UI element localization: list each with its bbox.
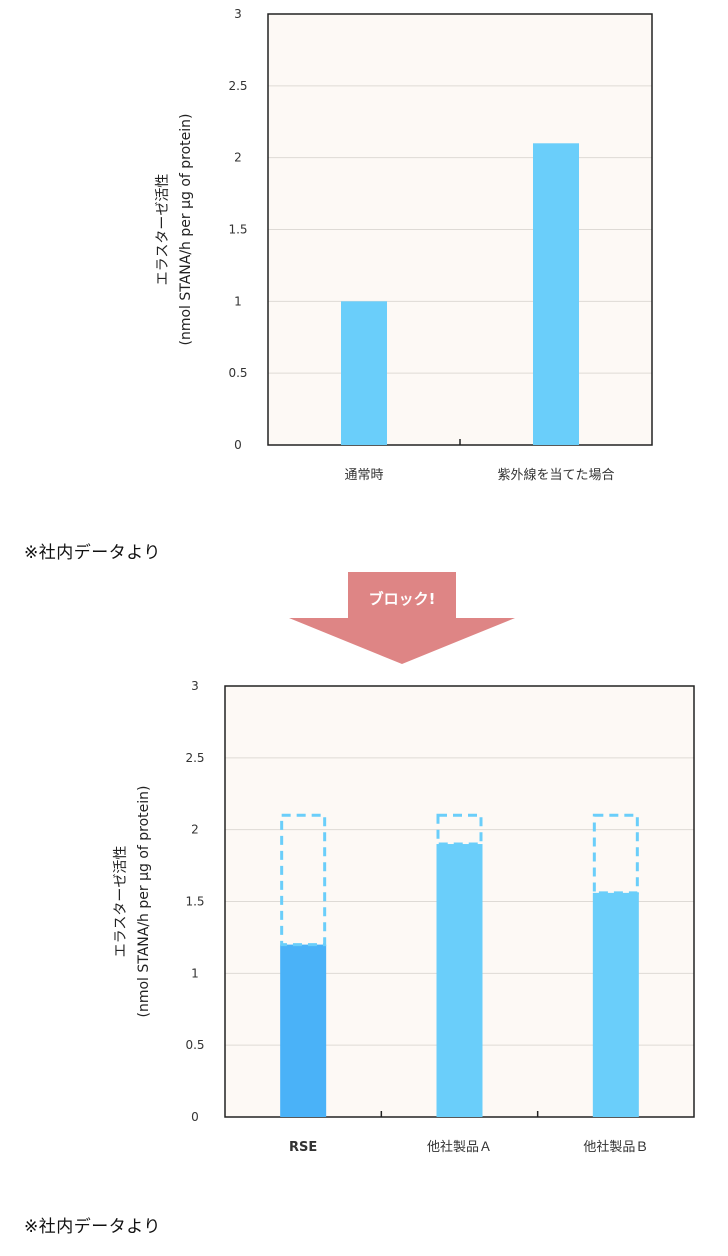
y-axis-label: エラスターゼ活性 (113, 846, 129, 958)
reference-outline (436, 813, 483, 846)
y-tick-label: 1.5 (185, 895, 204, 909)
y-tick-label: 2.5 (228, 79, 247, 93)
x-category-label: RSE (289, 1140, 317, 1155)
y-tick-label: 3 (191, 679, 199, 693)
reference-outline (280, 813, 327, 947)
chart-elastase-uv: 0 0.5 1 1.5 2 2.5 3 通常時 紫外線を当てた場合 エラスターゼ活性 (nmol S… (155, 7, 653, 483)
chart-elastase-products: 0 0.5 1 1.5 2 2.5 3 RSE 他社製品Ａ 他社製品Ｂ エラスターゼ活性 (nmol … (113, 679, 695, 1155)
y-tick-label: 1.5 (228, 223, 247, 237)
x-category-label: 紫外線を当てた場合 (497, 467, 614, 483)
y-tick-label: 2.5 (185, 751, 204, 765)
y-axis-label-units: (nmol STANA/h per μg of protein) (136, 785, 152, 1017)
y-axis-label-units: (nmol STANA/h per μg of protein) (178, 113, 194, 345)
y-tick-label: 2 (191, 823, 199, 837)
block-arrow-icon (289, 572, 515, 664)
y-tick-label: 0.5 (228, 366, 247, 380)
x-category-label: 他社製品Ａ (427, 1139, 492, 1155)
y-tick-label: 0 (191, 1110, 199, 1124)
bar (436, 844, 483, 1117)
reference-outline (592, 813, 639, 895)
bar (341, 301, 387, 445)
y-tick-label: 1 (234, 294, 242, 308)
bar (592, 892, 639, 1117)
footnote-internal-data-1: ※社内データより (24, 543, 161, 563)
y-tick-label: 1 (191, 966, 199, 980)
y-tick-label: 3 (234, 7, 242, 21)
y-tick-label: 0 (234, 438, 242, 452)
block-arrow-label: ブロック! (368, 590, 436, 608)
bar (280, 944, 327, 1117)
y-tick-label: 0.5 (185, 1038, 204, 1052)
y-tick-label: 2 (234, 151, 242, 165)
bar (533, 143, 579, 446)
y-axis-label: エラスターゼ活性 (155, 174, 171, 286)
x-category-label: 通常時 (344, 468, 383, 483)
footnote-internal-data-2: ※社内データより (24, 1217, 161, 1237)
x-category-label: 他社製品Ｂ (583, 1139, 648, 1155)
